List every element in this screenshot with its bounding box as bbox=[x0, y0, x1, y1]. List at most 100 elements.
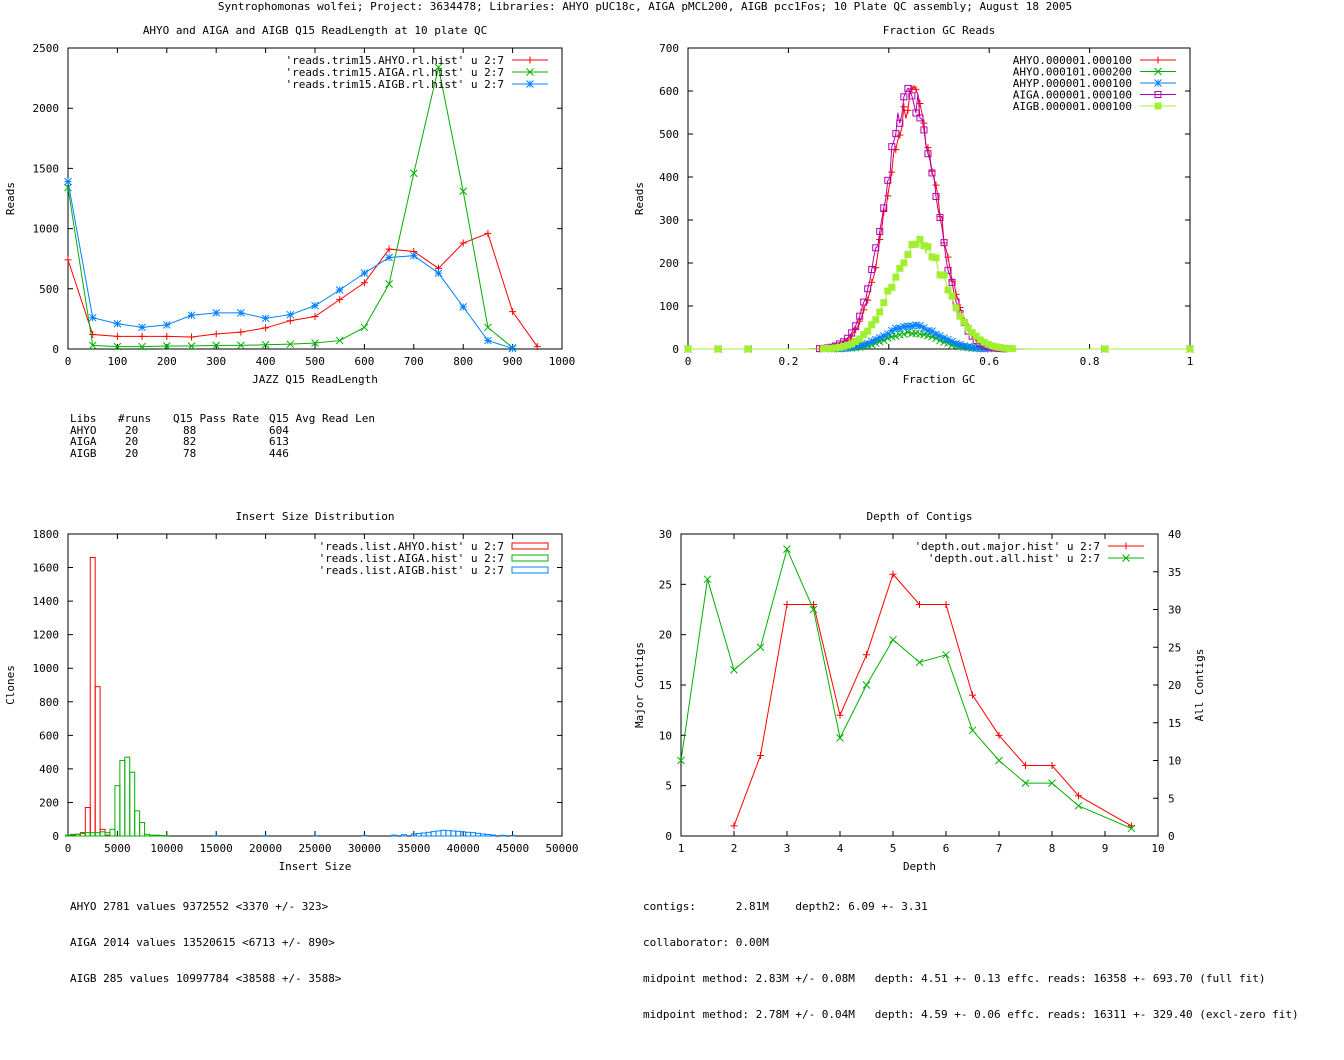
readlength-x-tick-label: 900 bbox=[503, 355, 523, 368]
depth-point bbox=[942, 650, 950, 659]
gc-point bbox=[956, 340, 964, 349]
depth-y2-tick-label: 10 bbox=[1168, 755, 1181, 768]
gc-point bbox=[891, 332, 900, 340]
depth-point bbox=[730, 666, 738, 674]
insert-bar bbox=[430, 831, 437, 837]
gc-legend-label: AIGB.000001.000100 bbox=[1013, 100, 1132, 113]
readlength-x-tick-label: 1000 bbox=[549, 355, 576, 368]
gc-y-tick-label: 500 bbox=[659, 128, 679, 141]
depth-y2-tick-label: 15 bbox=[1168, 717, 1181, 730]
insert-bar bbox=[114, 785, 121, 837]
gc-point bbox=[988, 342, 996, 350]
gc-point bbox=[860, 298, 868, 306]
gc-point bbox=[744, 345, 752, 353]
depth-y2-tick-label: 5 bbox=[1168, 792, 1175, 805]
depth-legend-label: 'depth.out.all.hist' u 2:7 bbox=[928, 552, 1100, 565]
gc-y-tick-label: 0 bbox=[672, 343, 679, 356]
gc-point bbox=[964, 324, 972, 332]
depth-stat-line: midpoint method: 2.78M +/- 0.04M depth: … bbox=[643, 1008, 1299, 1021]
insert-y-axis-label: Clones bbox=[4, 665, 17, 705]
gc-point bbox=[904, 106, 912, 114]
insert-bar bbox=[84, 832, 91, 837]
gc-point bbox=[871, 335, 880, 344]
depth-y-tick-label: 30 bbox=[659, 528, 672, 541]
gc-point bbox=[891, 324, 900, 333]
gc-point bbox=[936, 271, 944, 279]
readlength-point bbox=[360, 323, 369, 332]
insert-x-tick-label: 45000 bbox=[496, 842, 529, 855]
gc-y-tick-label: 200 bbox=[659, 257, 679, 270]
readlength-legend-marker-shape bbox=[526, 68, 534, 76]
readlength-point bbox=[187, 342, 196, 350]
stats-row: AHYO 20 88 604 bbox=[70, 424, 375, 437]
gc-point bbox=[876, 236, 884, 244]
readlength-point bbox=[434, 63, 443, 72]
readlength-point bbox=[336, 296, 344, 304]
readlength-point bbox=[360, 279, 368, 287]
readlength-point bbox=[237, 309, 245, 317]
depth-point bbox=[756, 643, 765, 652]
gc-point bbox=[852, 322, 860, 330]
gc-point bbox=[884, 176, 892, 184]
insert-bar bbox=[479, 833, 486, 837]
insert-bar bbox=[499, 834, 506, 837]
gc-y-tick-label: 700 bbox=[659, 42, 679, 55]
readlength-point bbox=[64, 256, 72, 264]
insert-x-tick-label: 30000 bbox=[348, 842, 381, 855]
gc-legend-marker bbox=[1154, 67, 1162, 76]
gc-point bbox=[904, 250, 912, 258]
readlength-point bbox=[434, 269, 443, 278]
gc-point bbox=[864, 285, 872, 293]
depth-point bbox=[968, 726, 977, 735]
gc-point bbox=[888, 283, 896, 291]
readlength-point bbox=[138, 323, 146, 332]
stats-header-pass-rate: Q15 Pass Rate bbox=[173, 412, 260, 425]
gc-series bbox=[684, 235, 1194, 353]
depth-point bbox=[862, 681, 871, 689]
gc-point bbox=[920, 126, 928, 134]
readlength-legend-marker-shape bbox=[526, 80, 534, 88]
depth-x-tick-label: 7 bbox=[996, 842, 1003, 855]
gc-point bbox=[844, 341, 852, 349]
depth-series-line bbox=[733, 573, 1132, 827]
readlength-point bbox=[484, 323, 492, 332]
gc-point bbox=[848, 340, 856, 348]
readlength-point bbox=[88, 341, 97, 350]
readlength-point bbox=[113, 319, 122, 328]
depth-point bbox=[995, 756, 1003, 765]
depth-x-tick-label: 9 bbox=[1102, 842, 1109, 855]
depth-x-tick-label: 4 bbox=[837, 842, 844, 855]
gc-series bbox=[684, 84, 1194, 353]
depth-point bbox=[1022, 762, 1029, 770]
insert-y-tick-label: 1000 bbox=[33, 662, 60, 675]
gc-point bbox=[908, 240, 916, 248]
gc-point bbox=[928, 327, 936, 335]
depth-legend-marker-shape bbox=[1122, 554, 1130, 562]
gc-point bbox=[884, 287, 892, 295]
gc-point bbox=[928, 169, 936, 177]
gc-x-tick-label: 0 bbox=[685, 355, 692, 368]
insert-bar bbox=[361, 834, 368, 837]
readlength-y-axis-label: Reads bbox=[4, 182, 17, 215]
gc-point bbox=[932, 254, 940, 262]
gc-y-tick-label: 600 bbox=[659, 85, 679, 98]
gc-point bbox=[980, 338, 988, 346]
gc-point bbox=[904, 322, 912, 331]
readlength-point bbox=[311, 301, 319, 310]
readlength-x-tick-label: 600 bbox=[354, 355, 374, 368]
depth-point bbox=[1048, 779, 1056, 788]
insert-bar bbox=[489, 834, 496, 837]
depth-point bbox=[889, 570, 897, 578]
readlength-point bbox=[237, 341, 245, 350]
insert-plot-frame bbox=[67, 533, 563, 837]
gc-point bbox=[944, 266, 952, 274]
readlength-point bbox=[459, 187, 468, 196]
gc-point bbox=[872, 264, 880, 272]
insert-bar bbox=[484, 833, 491, 837]
gc-point bbox=[1008, 345, 1016, 353]
depth-point bbox=[703, 575, 712, 584]
insert-bar bbox=[312, 835, 318, 837]
depth-y-tick-label: 10 bbox=[659, 729, 672, 742]
readlength-point bbox=[459, 303, 468, 311]
